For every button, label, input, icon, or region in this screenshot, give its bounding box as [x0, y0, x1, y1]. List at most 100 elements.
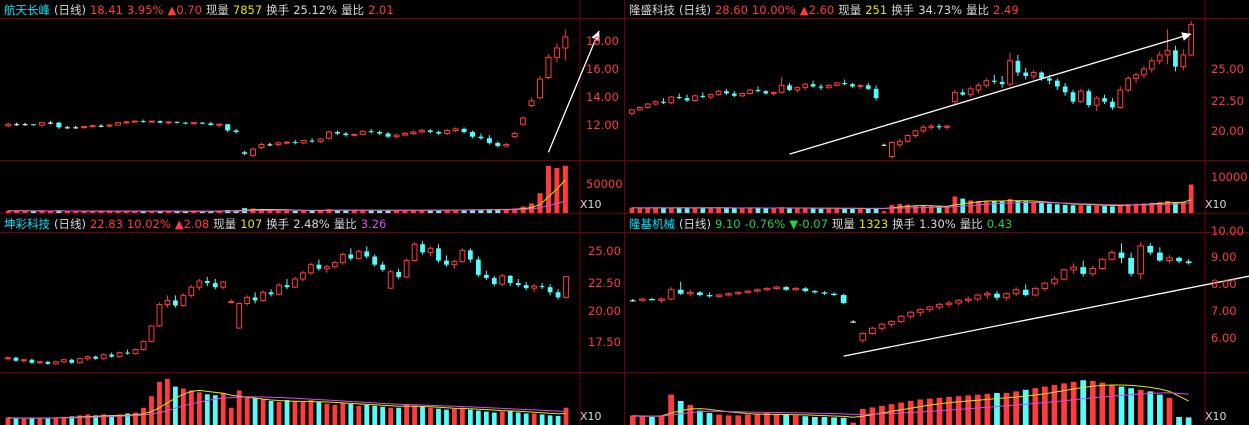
volume-bar — [1015, 200, 1021, 213]
trend-arrow-head — [591, 30, 600, 41]
stock-name[interactable]: 隆盛科技 — [629, 3, 675, 17]
volume-bar — [869, 407, 876, 425]
candle-body — [188, 286, 195, 296]
volume-bar — [1118, 386, 1125, 425]
volume-bar — [334, 210, 340, 213]
volume-bar — [802, 208, 808, 213]
volume-bar — [783, 414, 789, 425]
turnover-label: 换手 — [891, 3, 915, 17]
candle-body — [778, 84, 785, 93]
candle-body — [427, 247, 434, 253]
volume-bar — [1109, 385, 1115, 425]
candle-body — [661, 101, 666, 103]
stock-name[interactable]: 坤彩科技 — [4, 217, 50, 231]
volume-bar — [47, 211, 53, 213]
volume-bar — [1061, 383, 1067, 425]
candle-body — [469, 132, 476, 137]
volume-bar — [1176, 417, 1182, 425]
y-tick-label: 17.50 — [588, 335, 621, 349]
volume-bar — [64, 211, 70, 213]
candle-body — [888, 321, 895, 325]
volume-label: 现量 — [838, 3, 862, 17]
candle-body — [1078, 90, 1084, 103]
chart-header: 坤彩科技 (日线) 22.83 10.02% ▲2.08 现量 107 换手 2.48% 量比 3.… — [4, 216, 390, 232]
price-value: 9.10 — [714, 217, 741, 231]
candle-body — [865, 85, 871, 89]
volume-bar — [1157, 394, 1163, 425]
volume-bar — [461, 210, 467, 213]
volume-bar — [199, 211, 205, 213]
volume-bar — [140, 211, 146, 213]
volume-bar — [191, 211, 197, 213]
candle-body — [331, 262, 338, 268]
volume-bar — [1022, 389, 1029, 425]
volume-bar — [744, 414, 751, 425]
volume-bar — [936, 206, 942, 213]
volume-bar — [858, 208, 863, 213]
candle-body — [81, 126, 88, 129]
candle-body — [652, 101, 659, 105]
stock-name[interactable]: 航天长峰 — [4, 3, 50, 17]
candle-body — [427, 130, 433, 132]
ma2-line — [8, 396, 567, 419]
change-value: ▲0.70 — [167, 3, 202, 17]
volume-bar — [747, 207, 753, 213]
volume-bar — [5, 417, 11, 425]
y-tick-label: 22.50 — [1211, 94, 1244, 108]
volume-bar — [792, 415, 799, 425]
candle-body — [944, 125, 950, 128]
volume-bar — [117, 414, 122, 425]
volume-bar — [45, 418, 51, 425]
candle-body — [916, 309, 924, 313]
volume-bar — [684, 207, 690, 213]
volume-bar — [309, 210, 315, 213]
candle-body — [1099, 258, 1106, 270]
volume-bar — [419, 210, 425, 213]
candle-body — [196, 280, 203, 288]
stock-name[interactable]: 隆基机械 — [629, 217, 675, 231]
volume-bar — [174, 211, 180, 213]
candle-body — [889, 142, 895, 157]
volume-bar — [106, 211, 113, 213]
volume-label: 现量 — [213, 217, 237, 231]
volume-bar — [22, 210, 28, 213]
candle-body — [156, 304, 163, 327]
change-value: ▲2.60 — [799, 3, 835, 17]
volume-bar — [531, 413, 537, 425]
volume-bar — [444, 210, 450, 213]
volume-label: 现量 — [205, 3, 229, 17]
volume-bar — [1165, 201, 1170, 213]
candle-body — [1176, 257, 1182, 262]
candle-body — [157, 121, 163, 123]
volume-label: 现量 — [831, 217, 855, 231]
candle-body — [1173, 50, 1178, 67]
candle-body — [960, 92, 966, 95]
chart-svg-2 — [0, 214, 624, 425]
volume-bar — [898, 402, 904, 425]
volume-bar — [773, 413, 780, 425]
volume-bar — [1032, 388, 1039, 425]
candle-body — [945, 302, 953, 305]
volume-bar — [1128, 388, 1134, 425]
turnover-value: 2.48% — [293, 217, 330, 231]
candle-body — [1051, 278, 1058, 284]
volume-bar — [512, 208, 518, 213]
candle-body — [475, 259, 481, 275]
candle-body — [182, 122, 189, 124]
y-tick-label: 25.00 — [1211, 62, 1244, 76]
candle-body — [763, 91, 769, 94]
volume-bar — [555, 415, 561, 425]
volume-bar — [1137, 389, 1144, 425]
volume-bar — [1078, 205, 1084, 213]
volume-bar — [244, 396, 250, 425]
volume-bar — [1013, 391, 1019, 425]
volume-bar — [326, 209, 332, 213]
volume-bar — [436, 210, 442, 213]
volume-bar — [649, 417, 655, 425]
change-value: ▲2.08 — [174, 217, 210, 231]
candle-body — [436, 132, 442, 134]
volume-bar — [166, 211, 172, 213]
vol-ratio-value: 0.43 — [986, 217, 1013, 231]
volume-bar — [318, 210, 324, 213]
period-label: (日线) — [679, 217, 711, 231]
